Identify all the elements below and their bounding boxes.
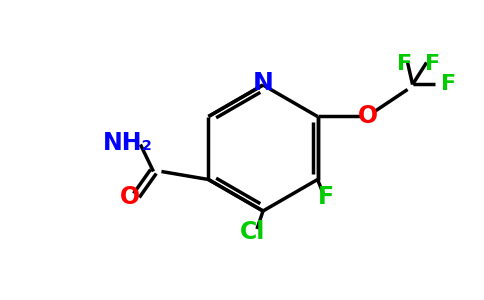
Text: Cl: Cl: [241, 220, 266, 244]
Text: O: O: [358, 104, 378, 128]
Text: F: F: [425, 55, 440, 74]
Text: F: F: [318, 185, 333, 209]
Text: F: F: [397, 55, 412, 74]
Text: N: N: [253, 71, 273, 95]
Text: F: F: [440, 74, 455, 94]
Text: O: O: [120, 184, 139, 208]
Text: NH₂: NH₂: [103, 131, 152, 155]
